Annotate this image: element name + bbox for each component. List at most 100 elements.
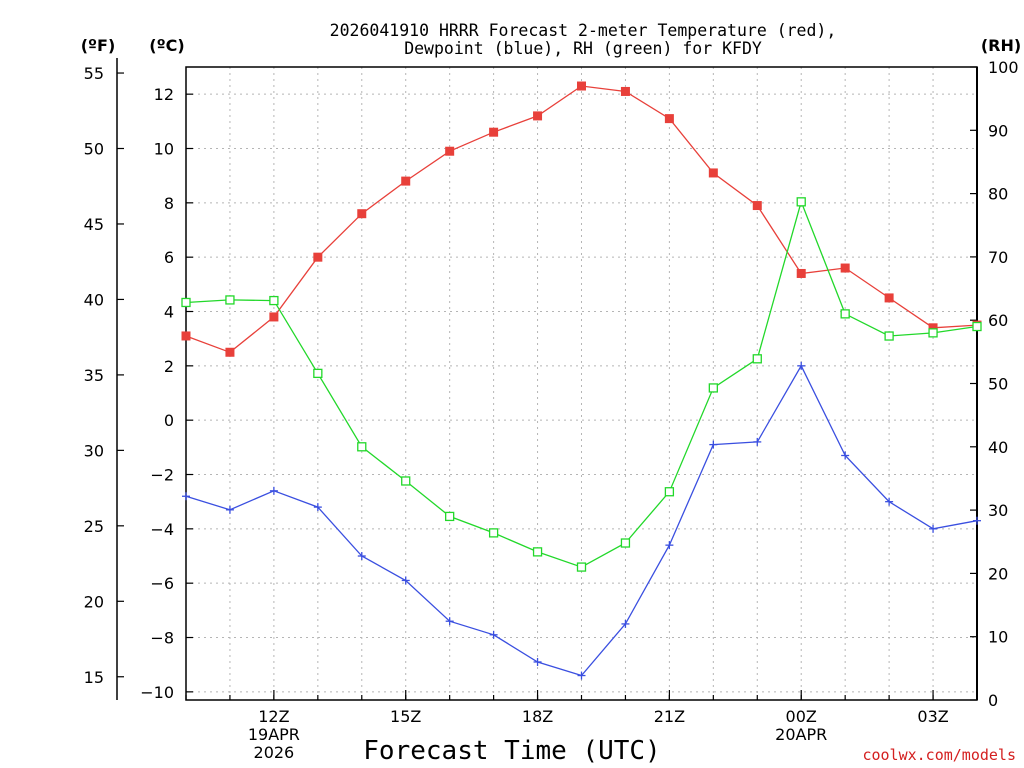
data-point-marker xyxy=(709,440,718,449)
data-point-marker xyxy=(532,547,543,557)
x-axis-label: Forecast Time (UTC) xyxy=(363,736,660,766)
data-point-marker xyxy=(225,295,235,305)
chart-title: 2026041910 HRRR Forecast 2-meter Tempera… xyxy=(330,21,837,58)
data-point-marker xyxy=(796,268,806,278)
data-point-marker xyxy=(752,354,762,364)
data-point-marker xyxy=(973,516,981,525)
x-tick-label: 18Z xyxy=(522,707,553,726)
data-point-marker xyxy=(576,562,587,572)
fahrenheit-tick-label: 45 xyxy=(84,215,104,234)
celsius-unit-label: (ºC) xyxy=(149,36,184,55)
data-point-marker xyxy=(313,252,323,262)
data-point-marker xyxy=(225,505,234,514)
data-point-marker xyxy=(972,321,982,332)
data-point-marker xyxy=(620,86,630,96)
data-point-marker xyxy=(445,511,455,522)
rh-tick-label: 40 xyxy=(988,438,1008,457)
celsius-tick-label: −2 xyxy=(150,466,174,485)
x-tick-label: 2026 xyxy=(254,743,295,762)
rh-tick-label: 100 xyxy=(988,58,1019,77)
rh-tick-label: 20 xyxy=(988,564,1008,583)
data-point-marker xyxy=(401,476,411,486)
celsius-tick-label: 2 xyxy=(164,357,174,376)
rh-tick-label: 60 xyxy=(988,311,1008,330)
data-point-marker xyxy=(533,657,542,666)
data-point-marker xyxy=(489,630,498,639)
celsius-tick-label: −4 xyxy=(150,520,174,539)
x-tick-label: 12Z xyxy=(258,707,289,726)
data-point-marker xyxy=(401,576,410,585)
data-point-marker xyxy=(797,361,806,370)
credit-text[interactable]: coolwx.com/models xyxy=(862,746,1016,764)
data-point-marker xyxy=(269,295,279,306)
data-point-marker xyxy=(357,442,367,452)
fahrenheit-tick-label: 15 xyxy=(84,668,104,687)
x-tick-label: 03Z xyxy=(917,707,948,726)
chart-title-line-2: Dewpoint (blue), RH (green) for KFDY xyxy=(404,39,762,58)
data-point-marker xyxy=(840,309,850,319)
rh-unit-label: (RH) xyxy=(981,36,1021,55)
data-point-marker xyxy=(708,168,718,178)
series-layer xyxy=(181,81,982,680)
rh-tick-label: 10 xyxy=(988,628,1008,647)
celsius-tick-label: −10 xyxy=(140,683,174,702)
x-tick-label: 15Z xyxy=(390,707,421,726)
data-point-marker xyxy=(313,503,322,512)
celsius-tick-label: 12 xyxy=(154,85,174,104)
data-point-marker xyxy=(929,524,938,533)
data-point-marker xyxy=(841,451,850,460)
data-point-marker xyxy=(621,619,630,628)
data-point-marker xyxy=(577,81,586,91)
fahrenheit-tick-label: 40 xyxy=(84,290,104,309)
series-dewpoint xyxy=(182,361,981,680)
fahrenheit-tick-label: 35 xyxy=(84,366,104,385)
series-line xyxy=(185,85,978,354)
data-point-marker xyxy=(445,146,455,156)
data-point-marker xyxy=(533,111,543,121)
series-2-meter-temperature xyxy=(181,81,982,357)
data-point-marker xyxy=(620,538,631,548)
chart-title-line-1: 2026041910 HRRR Forecast 2-meter Tempera… xyxy=(330,21,837,40)
data-point-marker xyxy=(665,541,674,550)
data-point-marker xyxy=(885,497,894,506)
fahrenheit-unit-label: (ºF) xyxy=(81,36,116,55)
grid-lines xyxy=(186,67,977,700)
axes: 121086420−2−4−6−8−1055504540353025201510… xyxy=(84,57,1019,762)
celsius-tick-label: 8 xyxy=(164,194,174,213)
data-point-marker xyxy=(796,197,806,207)
data-point-marker xyxy=(884,331,894,341)
data-point-marker xyxy=(664,114,674,124)
rh-tick-label: 30 xyxy=(988,501,1008,520)
celsius-tick-label: −6 xyxy=(150,574,174,593)
celsius-tick-label: 10 xyxy=(154,140,174,159)
x-tick-label: 20APR xyxy=(775,725,827,744)
series-line xyxy=(185,364,978,677)
fahrenheit-tick-label: 25 xyxy=(84,517,104,536)
rh-tick-label: 80 xyxy=(988,185,1008,204)
data-point-marker xyxy=(577,671,586,680)
rh-tick-label: 90 xyxy=(988,121,1008,140)
data-point-marker xyxy=(225,347,235,357)
data-point-marker xyxy=(313,368,323,379)
data-point-marker xyxy=(928,328,938,338)
fahrenheit-tick-label: 50 xyxy=(84,140,104,159)
data-point-marker xyxy=(357,209,367,219)
celsius-tick-label: −8 xyxy=(150,629,174,648)
data-point-marker xyxy=(181,297,191,308)
rh-tick-label: 70 xyxy=(988,248,1008,267)
data-point-marker xyxy=(489,127,499,137)
data-point-marker xyxy=(181,331,191,341)
data-point-marker xyxy=(269,312,279,322)
x-tick-label: 00Z xyxy=(786,707,817,726)
plot-frame xyxy=(185,66,978,701)
x-tick-label: 21Z xyxy=(654,707,685,726)
data-point-marker xyxy=(708,383,718,393)
series-rh xyxy=(181,197,982,572)
data-point-marker xyxy=(269,486,278,495)
data-point-marker xyxy=(182,492,190,501)
data-point-marker xyxy=(884,293,894,303)
fahrenheit-tick-label: 20 xyxy=(84,592,104,611)
data-point-marker xyxy=(753,437,762,446)
celsius-tick-label: 4 xyxy=(164,303,174,322)
